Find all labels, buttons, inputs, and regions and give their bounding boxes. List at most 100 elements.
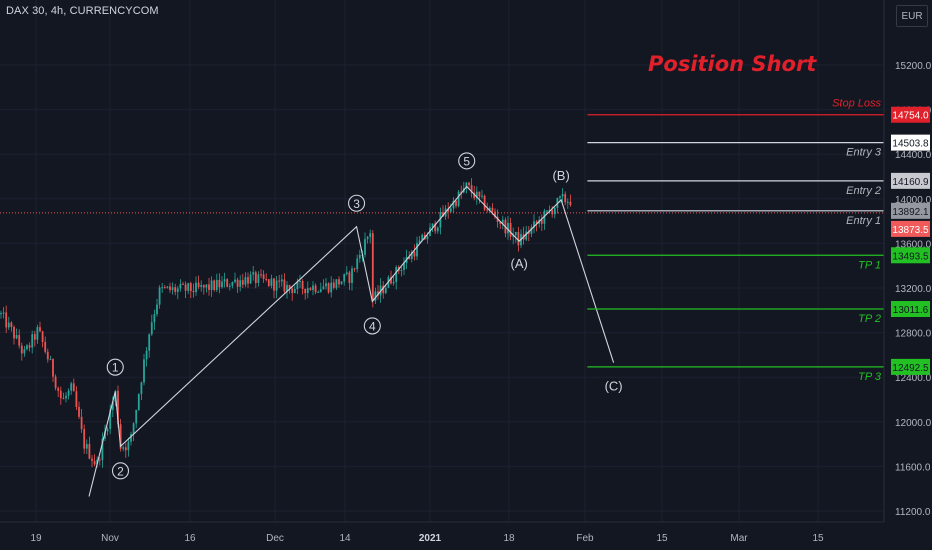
time-tick-label: 2021: [419, 533, 442, 544]
candle-body: [31, 334, 34, 348]
candle-body: [44, 341, 47, 352]
candle-body: [286, 285, 288, 292]
candle-body: [319, 289, 322, 292]
level-label: Stop Loss: [832, 98, 881, 110]
candle-body: [377, 291, 379, 296]
candle-body: [5, 312, 8, 328]
candle-body: [322, 286, 325, 290]
level-price-tag: [891, 247, 930, 264]
candle-body: [356, 258, 359, 270]
candle-body: [117, 390, 119, 425]
candle-body: [80, 416, 83, 430]
time-tick-label: 15: [812, 533, 824, 544]
wave-label-circle: [111, 462, 130, 480]
candle-body: [338, 279, 340, 285]
trade-levels[interactable]: Stop Loss Entry 3 Entry 2 Entry 1 TP 1 TP 2 TP…: [587, 98, 884, 383]
candle-body: [421, 234, 424, 241]
level-price-label: 13493.5: [892, 251, 929, 262]
candle-body: [296, 281, 299, 290]
candle-body: [499, 221, 502, 224]
candle-body: [57, 388, 60, 391]
elliott-wave-path[interactable]: [88, 185, 615, 497]
time-tick-label: 16: [184, 533, 196, 544]
price-tick-label: 12800.0: [895, 329, 932, 340]
candle-body: [369, 233, 372, 237]
symbol-title[interactable]: DAX 30, 4h, CURRENCYCOM: [6, 5, 159, 17]
candle-body: [501, 219, 504, 224]
candle-body: [182, 283, 184, 285]
candle-body: [332, 282, 335, 288]
currency-button[interactable]: EUR: [896, 5, 928, 27]
wave-label: (A): [511, 256, 528, 271]
candle-body: [514, 231, 517, 236]
candle-body: [280, 279, 283, 282]
candle-body: [317, 291, 320, 293]
current-price-label: 13873.5: [892, 225, 929, 236]
candle-body: [202, 285, 205, 288]
wave-label: (B): [552, 168, 569, 183]
current-price-tag: [891, 220, 930, 237]
candle-body: [49, 359, 52, 361]
candle-body: [475, 191, 478, 199]
level-price-tag: [891, 301, 930, 318]
candle-body: [244, 277, 247, 285]
candle-body: [197, 282, 200, 287]
time-tick-label: 15: [656, 533, 668, 544]
candle-body: [33, 334, 36, 340]
candle-body: [176, 288, 179, 292]
candle-body: [330, 282, 333, 293]
candle-body: [226, 279, 229, 287]
time-tick-label: 14: [339, 533, 351, 544]
price-tick-label: 12000.0: [895, 418, 932, 429]
candle-body: [288, 285, 291, 289]
candle-body: [106, 428, 109, 432]
candle-body: [481, 195, 483, 197]
candle-body: [327, 283, 330, 293]
candle-body: [83, 429, 86, 449]
time-axis[interactable]: 19 Nov 16 Dec 14 2021 18 Feb 15 Mar 15: [0, 521, 932, 550]
candle-body: [137, 394, 140, 410]
candle-body: [262, 274, 265, 279]
candle-body: [135, 409, 138, 424]
candle-body: [254, 272, 257, 283]
candle-body: [192, 291, 195, 293]
candle-body: [93, 460, 96, 465]
candle-body: [119, 424, 122, 449]
candle-body: [158, 287, 161, 305]
price-tick-label: 14000.0: [895, 195, 932, 206]
candle-body: [153, 314, 156, 323]
level-label: TP 2: [858, 313, 881, 325]
level-price-label: 14503.8: [892, 139, 929, 150]
candle-body: [166, 286, 169, 288]
level-price-tag: [891, 106, 930, 123]
candle-body: [392, 282, 395, 284]
candle-body: [132, 423, 135, 435]
candle-body: [15, 335, 18, 339]
candle-body: [533, 221, 535, 228]
candle-body: [257, 274, 260, 283]
candle-body: [236, 279, 239, 287]
level-label: Entry 3: [846, 147, 882, 159]
candle-body: [0, 313, 2, 315]
time-tick-label: Mar: [730, 533, 748, 544]
candle-body: [525, 231, 528, 240]
candle-body: [465, 182, 468, 189]
level-label: TP 3: [858, 371, 882, 383]
candle-body: [265, 278, 268, 280]
candle-body: [413, 251, 416, 257]
candle-body: [231, 281, 234, 286]
candle-body: [366, 236, 369, 240]
candle-body: [283, 279, 286, 292]
candle-body: [301, 280, 304, 289]
candle-body: [564, 194, 567, 203]
level-price-label: 12492.5: [892, 363, 929, 374]
candle-body: [353, 268, 356, 270]
price-axis[interactable]: 15200.014800.014400.014000.013600.013200…: [883, 0, 932, 550]
candle-body: [543, 210, 546, 224]
candle-body: [569, 201, 572, 206]
level-label: Entry 1: [846, 215, 881, 227]
candle-body: [75, 391, 78, 407]
candle-body: [530, 227, 533, 234]
level-price-tag: [891, 358, 930, 375]
